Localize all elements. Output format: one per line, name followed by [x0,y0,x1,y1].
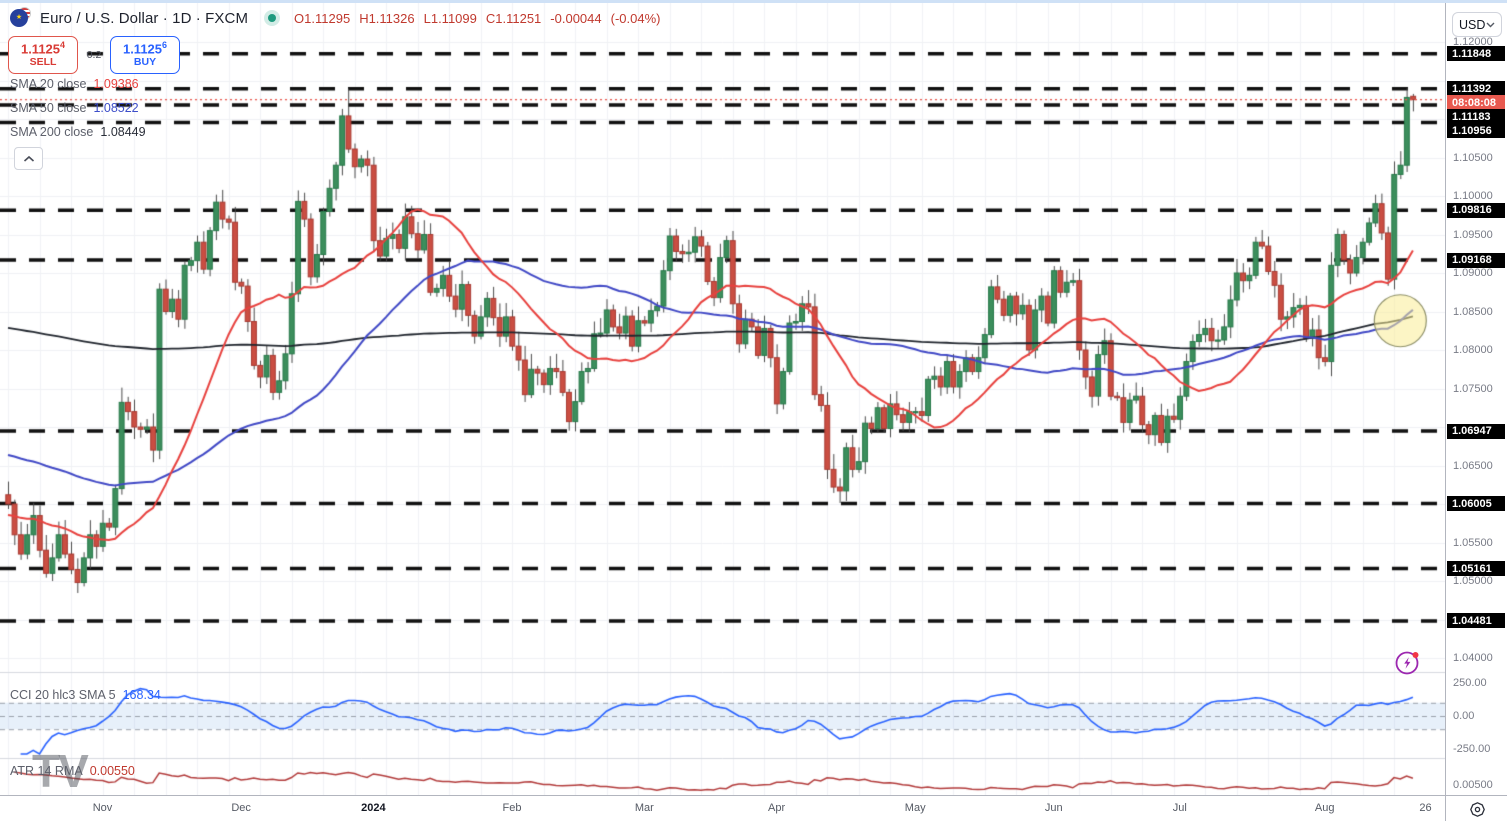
sell-label: SELL [29,56,57,69]
price-axis-label: 1.12000 [1453,36,1493,48]
buy-label: BUY [133,56,157,69]
atr-value: 0.00550 [89,764,135,778]
time-axis-label: Nov [92,802,113,814]
time-axis-label: May [904,802,926,814]
notification-dot-icon [1412,652,1419,658]
atr-label: ATR 14 RMA [10,764,83,778]
price-axis-label: 1.10000 [1453,190,1493,202]
sell-button[interactable]: 1.11254 SELL [8,36,78,74]
price-chart-canvas[interactable] [0,3,1445,795]
buy-price: 1.1125 [122,41,163,57]
sell-price-pip: 4 [60,40,66,51]
price-axis-label: 1.10500 [1453,151,1493,164]
price-axis-label: 1.09500 [1453,228,1493,241]
cci-axis-label: 0.00 [1453,710,1475,722]
buy-button[interactable]: 1.11256 BUY [110,36,180,74]
chevron-up-icon [23,155,34,162]
magic-circle-icon [1395,651,1419,675]
sma-50-value: 1.08522 [93,101,139,115]
lightning-bolt-icon [1404,657,1411,669]
sma-200-value: 1.08449 [100,125,146,139]
tradingview-watermark: TV [32,745,89,797]
order-panel: 1.11254 SELL 0.2 1.11256 BUY [8,36,180,74]
currency-dropdown[interactable]: USD [1452,12,1502,37]
time-axis[interactable]: Nov Dec 2024 Feb Mar Apr May Jun Jul Aug 26 [0,795,1445,821]
sma-20-value: 1.09386 [93,77,139,91]
price-level-badge: 1.11848 [1447,46,1505,62]
window-top-edge [0,0,1507,3]
collapse-legend-button[interactable] [14,147,43,170]
price-level-badge: 1.09816 [1447,202,1505,218]
chart-header: ★ Euro / U.S. Dollar · 1D · FXCM O1.1129… [10,7,660,28]
cci-axis-label: -250.00 [1453,743,1491,755]
price-axis-label: 1.06500 [1453,459,1493,472]
price-level-badge: 1.05161 [1447,561,1505,577]
time-axis-label: Feb [502,802,522,814]
ohlc-high: H1.11326 [359,10,415,26]
time-axis-label: 26 [1419,802,1432,814]
atr-axis-label: 0.00500 [1453,779,1493,791]
legend-sma-20[interactable]: SMA 20 close 1.09386 [10,77,139,91]
ohlc-close: C1.11251 [485,10,542,26]
sma-200-label: SMA 200 close [10,125,94,139]
price-level-badge: 1.11392 [1447,81,1505,97]
price-level-badge: 1.09168 [1447,252,1505,268]
market-open-status-icon[interactable] [264,10,281,26]
time-axis-label: Mar [634,802,654,814]
legend-sma-200[interactable]: SMA 200 close 1.08449 [10,125,146,139]
cci-value: 168.34 [122,688,161,702]
price-level-badge: 1.10956 [1447,123,1505,139]
price-axis[interactable]: USD 1.12000 1.10500 1.10000 1.09500 1.09000 1… [1445,3,1507,795]
time-axis-label: Apr [768,802,786,814]
price-level-badge: 1.06947 [1447,423,1505,439]
time-axis-label: Aug [1314,802,1335,814]
sma-50-label: SMA 50 close [10,101,87,115]
time-axis-label: 2024 [361,802,386,814]
ohlc-open: O1.11295 [294,10,351,26]
cci-label: CCI 20 hlc3 SMA 5 [10,688,116,702]
ohlc-change-pct: (-0.04%) [610,10,661,26]
chevron-down-icon [1486,22,1495,27]
magic-ai-button[interactable] [1394,649,1421,676]
ohlc-change: -0.00044 [550,10,602,26]
price-axis-label: 1.07500 [1453,382,1493,395]
sell-price: 1.1125 [20,41,61,57]
buy-price-pip: 6 [162,40,168,51]
legend-cci[interactable]: CCI 20 hlc3 SMA 5 168.34 [10,688,161,702]
ohlc-values: O1.11295 H1.11326 L1.11099 C1.11251 -0.0… [294,11,660,26]
time-axis-label: Dec [231,802,251,814]
price-level-badge: 1.11183 [1447,109,1505,125]
legend-atr[interactable]: ATR 14 RMA 0.00550 [10,764,135,778]
eu-flag-icon: ★ [10,9,28,27]
price-axis-label: 1.04000 [1453,652,1493,664]
bar-countdown-badge: 08:08:08 [1447,95,1505,111]
axis-settings-corner[interactable] [1445,795,1507,821]
currency-pair-logo-icon: ★ [10,7,31,28]
price-axis-label: 1.08000 [1453,344,1493,356]
price-level-badge: 1.04481 [1447,613,1505,629]
gear-icon [1469,801,1485,817]
currency-label: USD [1459,17,1486,32]
symbol-title[interactable]: Euro / U.S. Dollar · 1D · FXCM [40,9,249,27]
time-axis-label: Jul [1172,802,1187,814]
sma-20-label: SMA 20 close [10,77,87,91]
price-axis-label: 1.05500 [1453,536,1493,549]
cci-axis-label: 250.00 [1453,677,1487,689]
price-level-badge: 1.06005 [1447,496,1505,512]
price-axis-label: 1.08500 [1453,305,1493,318]
time-axis-label: Jun [1044,802,1063,814]
price-axis-label: 1.09000 [1453,267,1493,279]
legend-sma-50[interactable]: SMA 50 close 1.08522 [10,101,139,115]
price-axis-label: 1.05000 [1453,575,1493,587]
spread-value: 0.2 [86,49,102,61]
ohlc-low: L1.11099 [423,10,477,26]
